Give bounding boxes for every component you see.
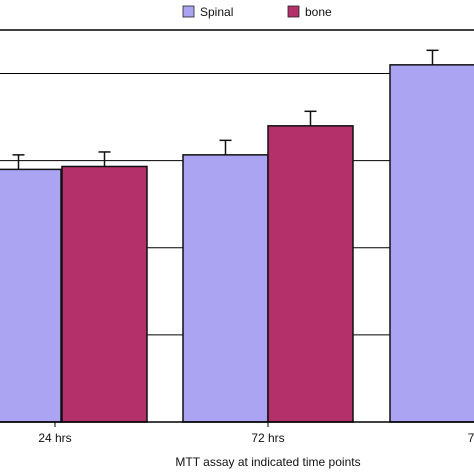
error-bar-spinal-24-hrs: [12, 154, 25, 170]
bar-bone-72-hrs: [267, 125, 354, 423]
x-tick-label: 7 d: [468, 431, 474, 445]
legend-label-spinal: Spinal: [200, 5, 233, 19]
bar-spinal-72-hrs: [182, 154, 269, 423]
legend-swatch-bone: [287, 5, 300, 18]
bar-bone-24-hrs: [61, 165, 148, 423]
bars: [0, 64, 474, 423]
legend: Spinal bone: [182, 5, 332, 19]
legend-label-bone: bone: [305, 5, 332, 19]
legend-swatch-spinal: [182, 5, 195, 18]
x-tick-labels: 24 hrs 72 hrs 7 d: [38, 422, 474, 445]
x-tick-label: 24 hrs: [38, 431, 71, 445]
bar-spinal-24-hrs: [0, 168, 62, 423]
error-bar-spinal-7-d: [426, 49, 439, 65]
error-bars: [12, 49, 439, 170]
error-bar-bone-72-hrs: [304, 110, 317, 126]
error-bar-spinal-72-hrs: [219, 139, 232, 155]
bar-spinal-7-d: [389, 64, 474, 423]
error-bar-bone-24-hrs: [98, 151, 111, 167]
x-axis-label: MTT assay at indicated time points: [175, 455, 360, 469]
x-tick-label: 72 hrs: [251, 431, 284, 445]
